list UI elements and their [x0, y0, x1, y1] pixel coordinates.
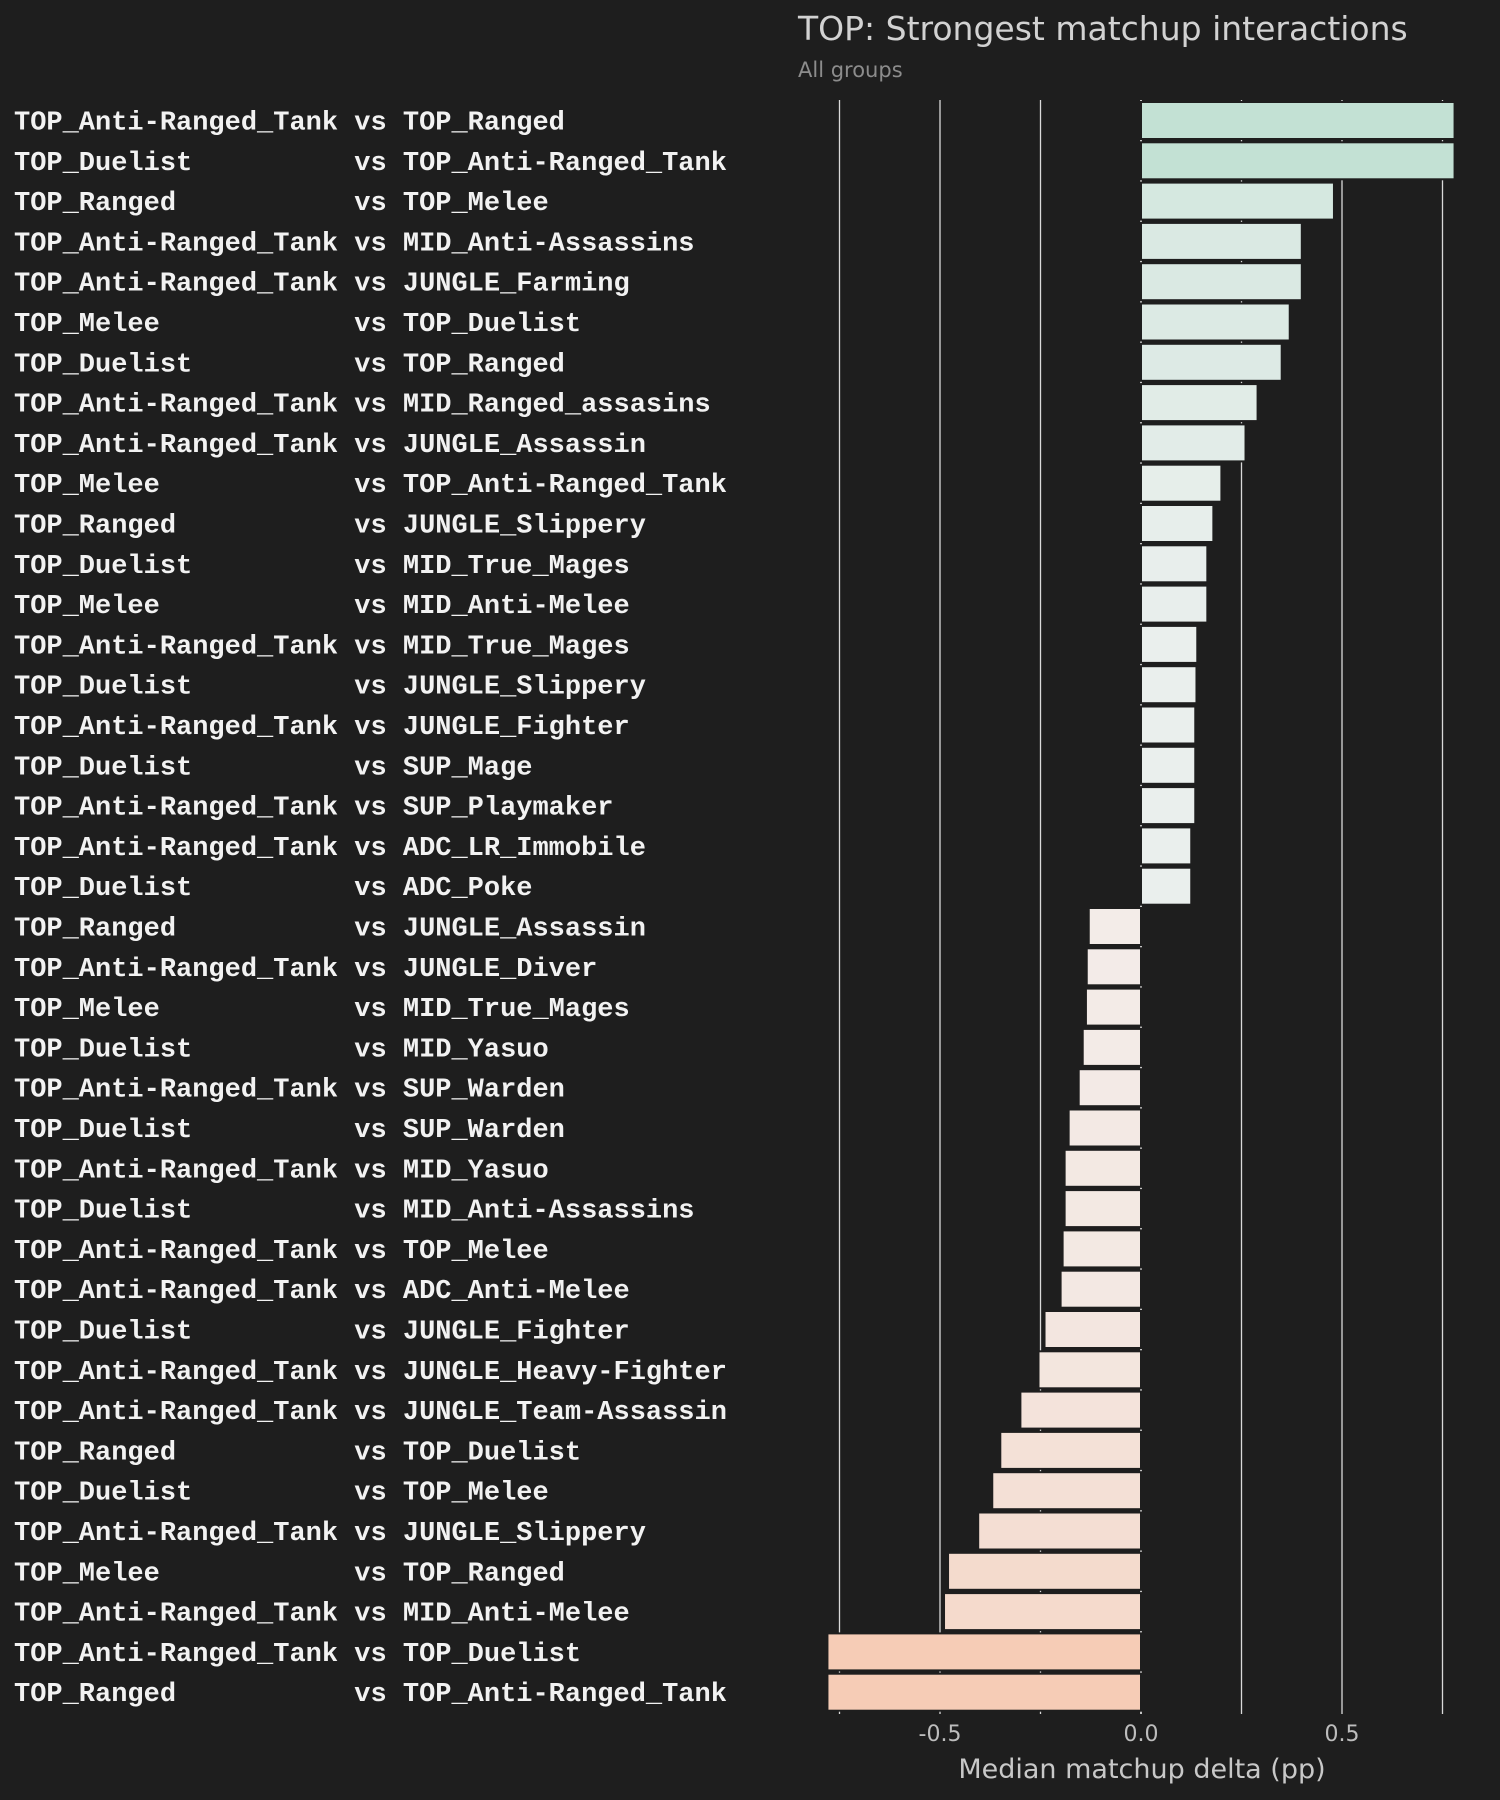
category-label: TOP_Duelist vs TOP_Melee [14, 1479, 549, 1509]
category-label: TOP_Anti-Ranged_Tank vs MID_Anti-Assassi… [14, 229, 695, 259]
category-label: TOP_Anti-Ranged_Tank vs JUNGLE_Fighter [14, 713, 630, 743]
bar [1140, 504, 1215, 543]
bar [1084, 987, 1143, 1027]
category-label: TOP_Anti-Ranged_Tank vs JUNGLE_Farming [14, 270, 630, 300]
bar [1140, 745, 1197, 785]
bar [1140, 463, 1223, 503]
category-label: TOP_Melee vs TOP_Ranged [14, 1559, 565, 1589]
bars [826, 101, 1456, 1712]
bar [991, 1471, 1143, 1511]
x-tick-label: 0.0 [1124, 1722, 1159, 1747]
bar [1140, 584, 1209, 624]
bar [1140, 866, 1193, 906]
category-label: TOP_Melee vs MID_True_Mages [14, 995, 630, 1025]
category-label: TOP_Melee vs TOP_Duelist [14, 310, 581, 340]
category-label: TOP_Anti-Ranged_Tank vs MID_Yasuo [14, 1156, 549, 1186]
category-label: TOP_Duelist vs ADC_Poke [14, 874, 532, 904]
x-tick-label: 0.5 [1325, 1722, 1360, 1747]
bar [1140, 221, 1303, 261]
bar [1140, 665, 1198, 705]
bar [1140, 544, 1209, 584]
bar [1140, 423, 1247, 463]
bar [1140, 262, 1303, 302]
x-tick-label: -0.5 [919, 1722, 962, 1747]
bar [1140, 705, 1197, 745]
category-labels: TOP_Anti-Ranged_Tank vs TOP_Ranged TOP_Du… [14, 109, 727, 1711]
bar [826, 1672, 1142, 1712]
category-label: TOP_Duelist vs TOP_Ranged [14, 350, 565, 380]
category-label: TOP_Ranged vs JUNGLE_Slippery [14, 512, 646, 542]
bar [1140, 181, 1335, 221]
bar [1063, 1148, 1142, 1188]
bar [1081, 1027, 1142, 1067]
chart-subtitle: All groups [798, 58, 903, 82]
category-label: TOP_Melee vs TOP_Anti-Ranged_Tank [14, 471, 727, 501]
category-label: TOP_Anti-Ranged_Tank vs TOP_Melee [14, 1237, 549, 1267]
bar [1063, 1189, 1142, 1229]
category-label: TOP_Anti-Ranged_Tank vs JUNGLE_Heavy-Fig… [14, 1358, 727, 1388]
x-axis-label: Median matchup delta (pp) [958, 1754, 1325, 1785]
bar [1140, 141, 1456, 181]
bar [826, 1632, 1142, 1672]
category-label: TOP_Anti-Ranged_Tank vs MID_Anti-Melee [14, 1600, 630, 1630]
category-label: TOP_Duelist vs SUP_Warden [14, 1116, 565, 1146]
category-label: TOP_Anti-Ranged_Tank vs JUNGLE_Diver [14, 955, 597, 985]
bar [1077, 1068, 1142, 1108]
category-label: TOP_Anti-Ranged_Tank vs JUNGLE_Assassin [14, 431, 646, 461]
bar [999, 1430, 1142, 1470]
bar [1037, 1350, 1142, 1390]
chart-title: TOP: Strongest matchup interactions [797, 9, 1408, 48]
bar [1067, 1108, 1143, 1148]
bar [1085, 947, 1142, 987]
bar [1140, 624, 1199, 664]
bar [1140, 786, 1197, 826]
category-label: TOP_Anti-Ranged_Tank vs ADC_LR_Immobile [14, 834, 646, 864]
category-label: TOP_Ranged vs JUNGLE_Assassin [14, 915, 646, 945]
bar [1019, 1390, 1143, 1430]
bar [1059, 1269, 1142, 1309]
bar [1140, 826, 1193, 866]
bar [943, 1592, 1143, 1632]
bar [977, 1511, 1142, 1551]
bar [1140, 342, 1283, 382]
category-label: TOP_Anti-Ranged_Tank vs SUP_Warden [14, 1076, 565, 1106]
category-label: TOP_Ranged vs TOP_Duelist [14, 1438, 581, 1468]
bar [1140, 383, 1259, 423]
category-label: TOP_Duelist vs MID_Yasuo [14, 1035, 549, 1065]
category-label: TOP_Anti-Ranged_Tank vs JUNGLE_Slippery [14, 1519, 646, 1549]
category-label: TOP_Anti-Ranged_Tank vs JUNGLE_Team-Assa… [14, 1398, 727, 1428]
category-label: TOP_Anti-Ranged_Tank vs MID_Ranged_assas… [14, 391, 711, 421]
category-label: TOP_Duelist vs SUP_Mage [14, 753, 532, 783]
category-label: TOP_Melee vs MID_Anti-Melee [14, 592, 630, 622]
bar [1140, 302, 1291, 342]
category-label: TOP_Ranged vs TOP_Melee [14, 189, 549, 219]
bar [947, 1551, 1142, 1591]
bar [1043, 1310, 1143, 1349]
category-label: TOP_Duelist vs JUNGLE_Slippery [14, 673, 646, 703]
category-label: TOP_Anti-Ranged_Tank vs SUP_Playmaker [14, 794, 614, 824]
category-label: TOP_Duelist vs TOP_Anti-Ranged_Tank [14, 149, 727, 179]
category-label: TOP_Duelist vs JUNGLE_Fighter [14, 1318, 630, 1348]
category-label: TOP_Anti-Ranged_Tank vs TOP_Ranged [14, 109, 565, 139]
category-label: TOP_Anti-Ranged_Tank vs ADC_Anti-Melee [14, 1277, 630, 1307]
x-axis-ticks: -0.5 0.0 0.5 [919, 1722, 1360, 1747]
category-label: TOP_Duelist vs MID_True_Mages [14, 552, 630, 582]
bar [1061, 1229, 1142, 1269]
bar [1087, 907, 1142, 946]
bar [1140, 101, 1456, 140]
category-label: TOP_Anti-Ranged_Tank vs TOP_Duelist [14, 1640, 581, 1670]
category-label: TOP_Ranged vs TOP_Anti-Ranged_Tank [14, 1680, 727, 1710]
category-label: TOP_Anti-Ranged_Tank vs MID_True_Mages [14, 632, 630, 662]
category-label: TOP_Duelist vs MID_Anti-Assassins [14, 1197, 695, 1227]
